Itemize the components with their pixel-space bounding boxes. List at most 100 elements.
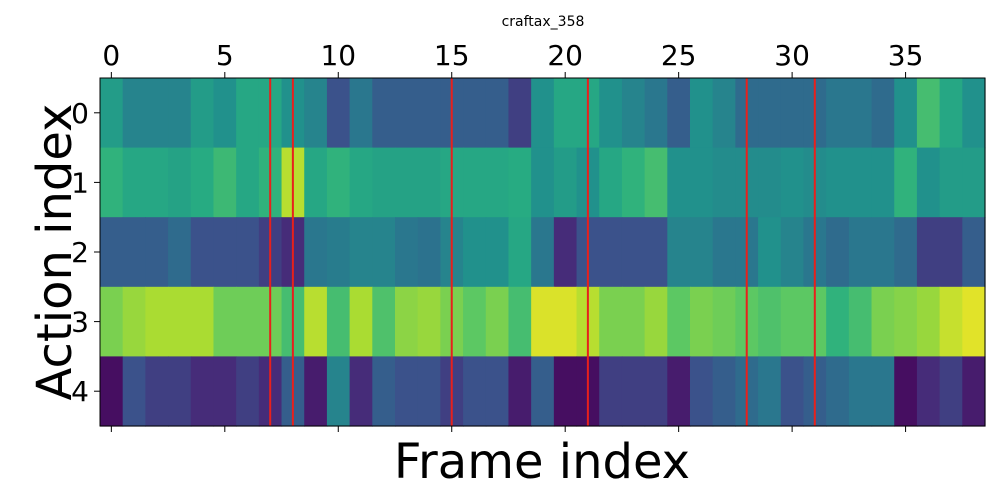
heatmap-cell [894,78,918,149]
heatmap-cell [168,286,192,357]
heatmap-cell [644,356,668,427]
heatmap-cell [667,217,691,288]
heatmap-cell [190,286,215,357]
heatmap-cell [395,286,419,357]
heatmap-cell [100,286,124,357]
heatmap-cell [100,356,124,427]
heatmap-cell [145,356,169,427]
heatmap-cell [644,217,668,288]
heatmap-cell [531,217,555,288]
heatmap-cell [122,147,146,218]
heatmap-cell [395,78,419,149]
marker-lines [269,78,816,426]
heatmap-cell [372,356,396,427]
heatmap-cell [599,78,623,149]
heatmap-cell [916,217,941,288]
heatmap-cell [508,78,532,149]
heatmap-cell [417,217,441,288]
heatmap-cell [395,356,419,427]
x-tick-label: 30 [774,39,810,72]
heatmap-cell [690,217,714,288]
y-tick-label: 2 [71,236,89,269]
heatmap-cell [372,286,396,357]
heatmap-cell [417,147,441,218]
heatmap-cell [168,356,192,427]
heatmap-cell [508,356,532,427]
y-axis-label: Action index [27,104,83,401]
heatmap-cell [780,147,805,218]
heatmap-cell [349,286,373,357]
heatmap-cell [894,356,918,427]
heatmap-cell [100,78,124,149]
heatmap-cell [236,286,260,357]
heatmap-cell [190,147,215,218]
heatmap-cell [644,286,668,357]
heatmap-cell [780,217,805,288]
heatmap-cell [667,356,691,427]
x-tick-label: 20 [547,39,583,72]
heatmap-cell [531,147,555,218]
x-tick-label: 5 [216,39,234,72]
heatmap-cell [304,217,328,288]
heatmap-cell [395,217,419,288]
heatmap-cell [553,217,578,288]
heatmap-cell [213,286,237,357]
heatmap-cell [485,286,510,357]
heatmap-cell [780,286,805,357]
heatmap-cell [599,217,623,288]
heatmap-cell [826,286,850,357]
heatmap-cell [758,147,782,218]
heatmap-cell [712,286,736,357]
heatmap-cell [553,356,578,427]
heatmap-cell [145,217,169,288]
heatmap-cell [894,217,918,288]
heatmap-cell [599,286,623,357]
heatmap-cell [690,147,714,218]
heatmap-cell [962,78,986,149]
heatmap-cell [553,286,578,357]
heatmap-cell [599,147,623,218]
heatmap-cell [712,147,736,218]
heatmap-cell [667,78,691,149]
heatmap-cell [690,356,714,427]
heatmap-cell [553,78,578,149]
heatmap-cell [168,217,192,288]
heatmap-cell [304,147,328,218]
heatmap-cell [326,147,351,218]
heatmap-cell [712,78,736,149]
heatmap-cell [145,286,169,357]
heatmap-cell [916,286,941,357]
heatmap-cell [304,356,328,427]
heatmap-cell [780,356,805,427]
heatmap-cell [485,78,510,149]
y-tick-label: 0 [71,97,89,130]
heatmap-cell [644,147,668,218]
heatmap-cell [463,286,487,357]
y-tick-label: 4 [71,375,89,408]
heatmap-cell [485,147,510,218]
heatmap-cell [826,78,850,149]
heatmap-cell [690,78,714,149]
heatmap-cell [848,286,873,357]
heatmap-cell [712,217,736,288]
heatmap-cell [100,147,124,218]
x-tick-label: 35 [888,39,924,72]
heatmap-cells [100,78,986,427]
chart-title: craftax_358 [502,14,585,30]
heatmap-cell [190,217,215,288]
heatmap-cell [372,217,396,288]
heatmap-cell [213,356,237,427]
heatmap-cell [871,147,895,218]
heatmap-cell [326,286,351,357]
heatmap-cell [916,147,941,218]
x-tick-label: 15 [434,39,470,72]
heatmap-cell [621,78,646,149]
heatmap-cell [213,217,237,288]
heatmap-cell [508,217,532,288]
heatmap-cell [508,286,532,357]
heatmap-cell [349,356,373,427]
x-axis-label: Frame index [394,434,690,490]
x-tick-label: 25 [661,39,697,72]
heatmap-cell [463,217,487,288]
